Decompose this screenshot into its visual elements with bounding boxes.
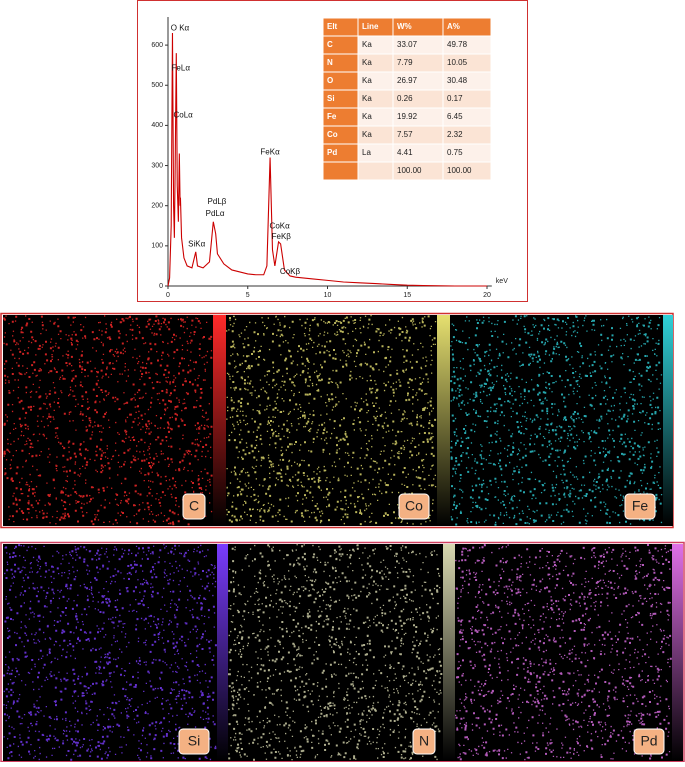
table-text: 0.26 <box>397 94 413 103</box>
table-text: Elt <box>327 22 338 31</box>
map-label: Fe <box>632 498 649 514</box>
table-text: 19.92 <box>397 112 418 121</box>
table-text: 7.79 <box>397 58 413 67</box>
colorbar <box>663 315 673 526</box>
map-background <box>228 544 443 761</box>
map-background <box>455 544 672 761</box>
map-label: C <box>189 498 199 514</box>
table-text: Ka <box>362 94 372 103</box>
map-label-box <box>398 493 430 520</box>
table-text: 100.00 <box>397 166 422 175</box>
y-tick-label: 0 <box>159 283 163 290</box>
table-text: W% <box>397 22 412 31</box>
x-tick-label: 10 <box>324 292 332 299</box>
peak-label: SiKα <box>188 239 205 248</box>
map-label-box <box>633 728 665 755</box>
y-tick-label: 500 <box>151 82 163 89</box>
x-tick-label: 5 <box>246 292 250 299</box>
table-text: Line <box>362 22 379 31</box>
table-text: Ka <box>362 112 372 121</box>
table-text: Ka <box>362 40 372 49</box>
x-tick-label: 20 <box>483 292 491 299</box>
table-text: C <box>327 40 333 49</box>
table-text: La <box>362 148 371 157</box>
map-dots <box>226 315 437 526</box>
x-axis-label: keV <box>496 278 508 285</box>
table-text: Fe <box>327 112 337 121</box>
peak-label: PdLα <box>206 209 225 218</box>
table-text: Si <box>327 94 335 103</box>
map-dots <box>228 544 443 761</box>
table-text: 10.05 <box>447 58 468 67</box>
table-text: N <box>327 58 333 67</box>
table-text: A% <box>447 22 460 31</box>
y-tick-label: 300 <box>151 162 163 169</box>
map-label-box <box>624 493 656 520</box>
peak-label: FeKα <box>260 147 280 156</box>
table-text: 30.48 <box>447 76 468 85</box>
map-label-box <box>178 728 210 755</box>
table-text: 100.00 <box>447 166 472 175</box>
table-text: O <box>327 76 333 85</box>
peak-label: CoKα <box>270 221 291 230</box>
map-label: Pd <box>640 733 657 749</box>
x-tick-label: 15 <box>403 292 411 299</box>
table-text: 7.57 <box>397 130 413 139</box>
spectrum-line <box>167 33 488 287</box>
peak-label: FeLα <box>172 64 191 73</box>
peak-label: CoLα <box>173 110 193 119</box>
map-label-box <box>182 493 206 520</box>
y-tick-label: 100 <box>151 243 163 250</box>
table-cell <box>322 161 359 181</box>
table-text: Ka <box>362 130 372 139</box>
map-label: N <box>419 733 429 749</box>
table-text: Ka <box>362 76 372 85</box>
table-text: Co <box>327 130 338 139</box>
table-text: 0.75 <box>447 148 463 157</box>
table-text: 6.45 <box>447 112 463 121</box>
colorbar <box>437 315 450 526</box>
colorbar <box>213 315 226 526</box>
map-label: Co <box>405 498 423 514</box>
table-cell <box>357 161 394 181</box>
table-text: 2.32 <box>447 130 463 139</box>
colorbar <box>443 544 455 761</box>
table-text: Ka <box>362 58 372 67</box>
y-tick-label: 400 <box>151 122 163 129</box>
map-dots <box>3 544 217 761</box>
map-background <box>226 315 437 526</box>
map-label: Si <box>188 733 200 749</box>
map-label-box <box>412 728 436 755</box>
y-tick-label: 600 <box>151 42 163 49</box>
y-tick-label: 200 <box>151 203 163 210</box>
table-cell <box>442 161 492 181</box>
table-text: 49.78 <box>447 40 468 49</box>
colorbar <box>672 544 683 761</box>
peak-label: O Kα <box>171 23 190 32</box>
table-text: 33.07 <box>397 40 418 49</box>
colorbar <box>217 544 228 761</box>
peak-label: FeKβ <box>272 232 292 241</box>
table-text: 26.97 <box>397 76 418 85</box>
peak-label: PdLβ <box>208 197 227 206</box>
x-tick-label: 0 <box>166 292 170 299</box>
table-text: Pd <box>327 148 337 157</box>
peak-label: CoKβ <box>280 267 301 276</box>
table-text: 0.17 <box>447 94 463 103</box>
table-text: 4.41 <box>397 148 413 157</box>
